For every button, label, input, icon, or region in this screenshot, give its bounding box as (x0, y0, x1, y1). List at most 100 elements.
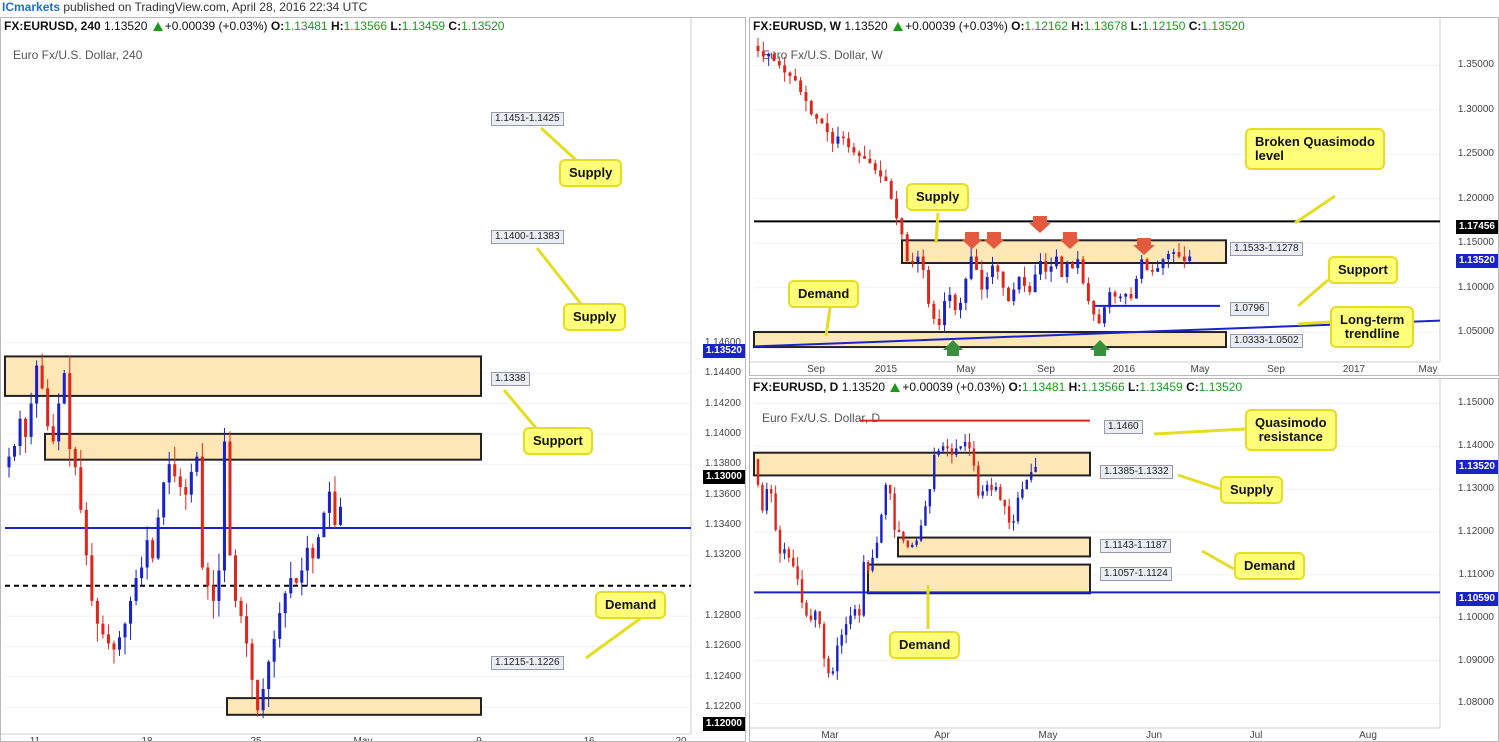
close-value: 1.13520 (461, 19, 505, 33)
callout-pointer (1153, 427, 1246, 436)
last-price: 1.13520 (104, 19, 148, 33)
chart-pane-daily[interactable]: FX:EURUSD, D 1.13520 +0.00039 (+0.03%) O… (749, 378, 1499, 742)
candle-body (117, 637, 122, 650)
candle-body (106, 634, 110, 644)
zone-label-supply-lower: 1.1400-1.1383 (491, 230, 564, 244)
time-tick-label: Mar (821, 730, 839, 741)
current-price-tag: 1.13520 (1455, 254, 1498, 268)
price-tick-label: 1.35000 (1457, 59, 1494, 71)
candle-body (919, 525, 923, 541)
brand-name[interactable]: ICmarkets (2, 0, 61, 14)
candle-body (333, 491, 337, 525)
candle-body (283, 593, 287, 614)
candle-body (863, 156, 867, 159)
high-value: 1.13566 (343, 19, 388, 33)
candle-body (1118, 296, 1122, 299)
candle-body (981, 491, 984, 496)
callout-pointer (934, 212, 940, 244)
candle-body (184, 487, 188, 495)
down-arrow-marker-icon (1133, 238, 1155, 255)
price-tick-label: 1.13400 (704, 518, 741, 530)
down-arrow-marker-icon (1029, 216, 1051, 233)
candle-body (151, 540, 155, 559)
price-tick-label: 1.09000 (1457, 654, 1494, 666)
candle-body (73, 449, 77, 468)
candle-body (999, 487, 1002, 500)
level-price-tag: 1.10590 (1455, 592, 1498, 606)
candle-body (972, 448, 976, 466)
price-tick-label: 1.14600 (704, 336, 741, 348)
candle-body (889, 180, 893, 199)
price-tick-label: 1.12600 (704, 640, 741, 652)
candle-body (866, 562, 870, 571)
candle-body (943, 301, 946, 326)
candle-body (1029, 472, 1033, 480)
candle-body (1007, 287, 1010, 302)
candle-body (84, 509, 88, 556)
candle-body (1113, 292, 1117, 297)
candle-body (814, 611, 817, 620)
up-arrow-marker-icon (1090, 340, 1110, 356)
candle-body (831, 671, 835, 674)
candle-body (1129, 293, 1133, 299)
up-arrow-icon (890, 383, 901, 392)
candle-body (1076, 259, 1080, 269)
time-tick-label: Jun (1145, 730, 1163, 741)
candle-body (1097, 314, 1101, 324)
time-tick-label: 18 (141, 736, 153, 742)
high-label: H: (330, 19, 344, 33)
plot-daily (750, 379, 1441, 729)
candle-body (827, 658, 830, 674)
zone-label-demand-lower: 1.1057-1.1124 (1100, 567, 1172, 581)
price-tick-label: 1.15000 (1457, 397, 1494, 409)
close-value: 1.13520 (1201, 19, 1245, 33)
candle-body (239, 600, 243, 617)
price-tick-label: 1.08000 (1457, 697, 1494, 709)
callout-pointer (1177, 473, 1221, 491)
candle-body (975, 256, 978, 270)
chart-title: Euro Fx/U.S. Dollar, W (762, 48, 883, 62)
price-tick-label: 1.12400 (704, 670, 741, 682)
publish-info: published on TradingView.com, April 28, … (63, 0, 368, 14)
candle-body (761, 51, 765, 57)
candle-body (267, 661, 271, 689)
candle-body (200, 456, 204, 568)
candle-body (145, 540, 149, 568)
candle-body (40, 365, 44, 389)
price-tick-label: 1.12000 (1457, 526, 1494, 537)
price-tick-label: 1.14400 (704, 367, 741, 379)
candle-body (316, 537, 320, 559)
candle-body (921, 256, 925, 270)
candle-body (217, 570, 221, 601)
candle-body (950, 448, 954, 455)
chart-pane-weekly[interactable]: FX:EURUSD, W 1.13520 +0.00039 (+0.03%) O… (749, 17, 1499, 376)
candle-body (937, 450, 940, 455)
candle-body (841, 136, 845, 139)
top-bar: ICmarkets published on TradingView.com, … (0, 0, 1499, 16)
candle-body (963, 442, 967, 447)
candle-body (959, 446, 962, 449)
callout-supply-1: Supply (559, 159, 623, 187)
candle-body (261, 688, 265, 711)
candle-body (272, 638, 276, 662)
price-tick-label: 1.12200 (704, 701, 741, 713)
candle-body (840, 634, 843, 646)
time-tick-label: May (1038, 730, 1058, 741)
candle-body (189, 471, 193, 495)
candle-body (879, 170, 883, 177)
candle-body (222, 441, 226, 571)
level-price-tag: 1.17456 (1455, 220, 1498, 234)
zone-demand (897, 536, 1091, 558)
candle-body (911, 261, 915, 263)
price-tick-label: 1.13200 (704, 549, 741, 561)
candle-body (90, 555, 94, 601)
chart-pane-4h[interactable]: FX:EURUSD, 240 1.13520 +0.00039 (+0.03%)… (0, 17, 746, 742)
candle-body (7, 456, 11, 468)
candle-body (774, 493, 777, 530)
price-change: +0.00039 (+0.03%) (902, 380, 1006, 394)
candle-body (836, 136, 840, 144)
candle-body (167, 464, 171, 483)
candle-body (1124, 293, 1128, 297)
candle-body (980, 269, 984, 290)
zone-label-supply-upper: 1.1451-1.1425 (491, 112, 564, 126)
